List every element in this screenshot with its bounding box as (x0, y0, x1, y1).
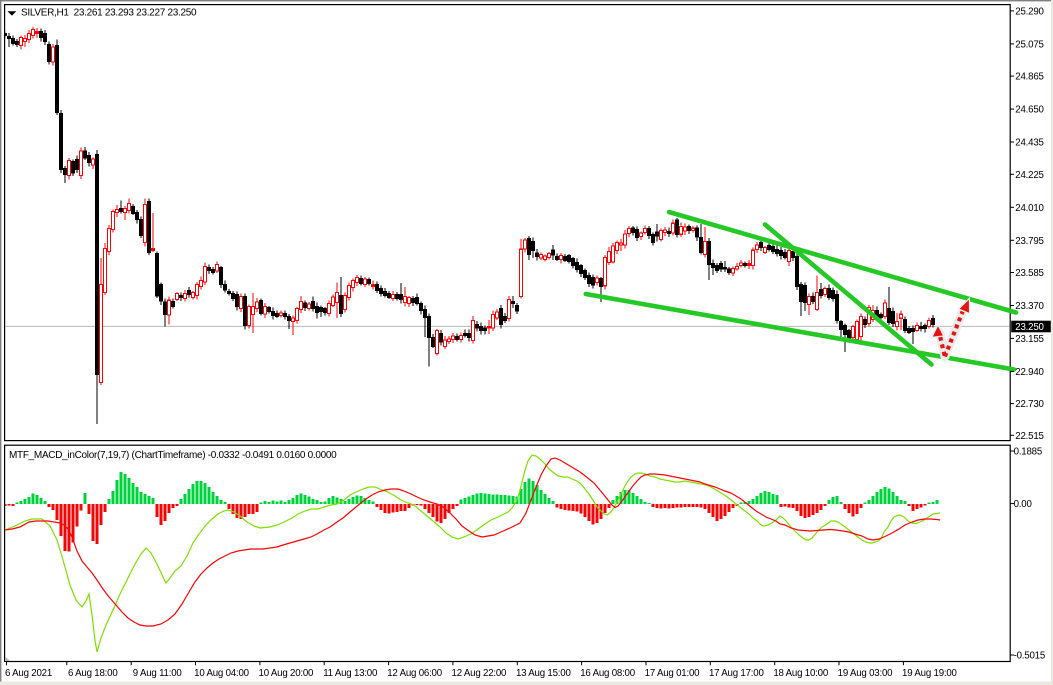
svg-text:17 Aug 01:00: 17 Aug 01:00 (645, 668, 701, 679)
svg-text:24.865: 24.865 (1015, 72, 1043, 83)
svg-text:-0.5015: -0.5015 (1014, 651, 1045, 662)
svg-text:13 Aug 15:00: 13 Aug 15:00 (516, 668, 572, 679)
svg-text:23.370: 23.370 (1015, 301, 1044, 312)
svg-text:19 Aug 03:00: 19 Aug 03:00 (838, 668, 894, 679)
svg-text:9 Aug 11:00: 9 Aug 11:00 (133, 668, 183, 679)
svg-text:23.155: 23.155 (1015, 334, 1043, 345)
svg-text:10 Aug 20:00: 10 Aug 20:00 (259, 668, 315, 679)
svg-text:0.1885: 0.1885 (1014, 447, 1042, 458)
svg-text:11 Aug 13:00: 11 Aug 13:00 (323, 668, 378, 679)
svg-text:12 Aug 06:00: 12 Aug 06:00 (387, 668, 443, 679)
svg-text:25.290: 25.290 (1015, 6, 1044, 17)
svg-text:16 Aug 08:00: 16 Aug 08:00 (580, 668, 636, 679)
svg-text:24.650: 24.650 (1015, 105, 1044, 116)
svg-text:24.010: 24.010 (1015, 203, 1044, 214)
svg-text:19 Aug 19:00: 19 Aug 19:00 (902, 668, 958, 679)
svg-text:23.795: 23.795 (1015, 236, 1043, 247)
svg-text:0.00: 0.00 (1014, 499, 1033, 510)
svg-text:12 Aug 22:00: 12 Aug 22:00 (452, 668, 508, 679)
svg-text:24.435: 24.435 (1015, 138, 1043, 149)
svg-text:SILVER,H1 23.261 23.293 23.22: SILVER,H1 23.261 23.293 23.227 23.250 (21, 8, 197, 19)
svg-text:18 Aug 10:00: 18 Aug 10:00 (773, 668, 829, 679)
svg-text:25.075: 25.075 (1015, 39, 1043, 50)
svg-text:22.515: 22.515 (1015, 431, 1043, 442)
svg-text:23.250: 23.250 (1015, 322, 1044, 333)
svg-text:6 Aug 18:00: 6 Aug 18:00 (68, 668, 118, 679)
svg-text:10 Aug 04:00: 10 Aug 04:00 (194, 668, 250, 679)
svg-text:24.225: 24.225 (1015, 170, 1043, 181)
svg-text:22.940: 22.940 (1015, 367, 1044, 378)
svg-text:17 Aug 17:00: 17 Aug 17:00 (709, 668, 765, 679)
svg-text:23.585: 23.585 (1015, 268, 1043, 279)
svg-text:22.730: 22.730 (1015, 399, 1044, 410)
svg-text:MTF_MACD_inColor(7,19,7) (Char: MTF_MACD_inColor(7,19,7) (ChartTimeframe… (9, 450, 337, 461)
svg-text:6 Aug 2021: 6 Aug 2021 (5, 668, 52, 679)
